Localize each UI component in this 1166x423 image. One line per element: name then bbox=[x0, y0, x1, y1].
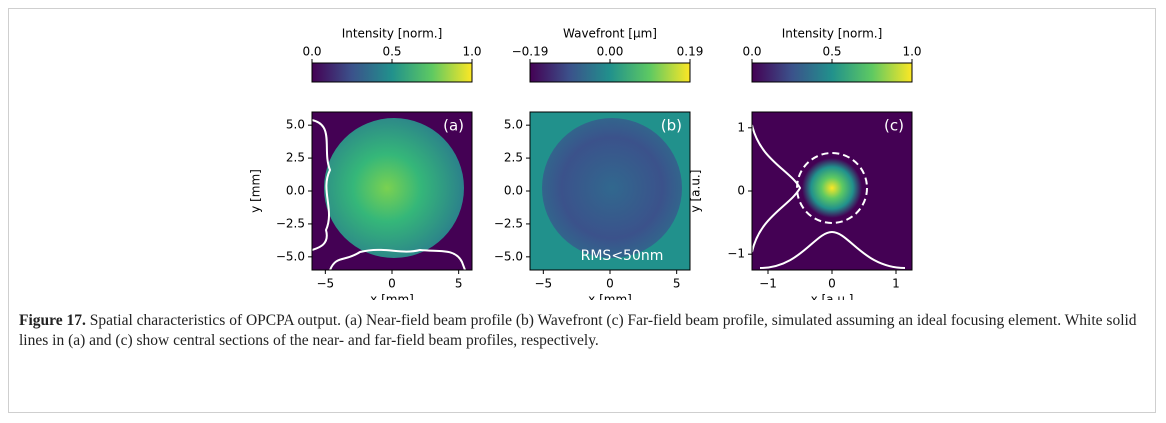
x-axis-label: x [a.u.] bbox=[811, 293, 854, 301]
colorbar bbox=[312, 63, 472, 82]
colorbar-label: Intensity [norm.] bbox=[342, 27, 443, 41]
panel-label: (b) bbox=[661, 117, 682, 135]
x-tick-label: −5 bbox=[316, 277, 334, 291]
x-tick-label: 0 bbox=[828, 277, 836, 291]
y-tick-label: 5.0 bbox=[504, 118, 523, 132]
caption-label: Figure 17. bbox=[19, 312, 86, 329]
colorbar bbox=[752, 63, 912, 82]
y-tick-label: 0.0 bbox=[504, 184, 523, 198]
x-tick-label: 5 bbox=[455, 277, 463, 291]
colorbar-tick-label: 0.0 bbox=[302, 45, 321, 59]
x-tick-label: 0 bbox=[606, 277, 614, 291]
colorbar-tick-label: 1.0 bbox=[902, 45, 921, 59]
panel-label: (a) bbox=[443, 117, 464, 135]
colorbar-tick-label: 1.0 bbox=[462, 45, 481, 59]
x-tick-label: 1 bbox=[892, 277, 900, 291]
y-tick-label: 2.5 bbox=[504, 151, 523, 165]
y-tick-label: −2.5 bbox=[494, 216, 523, 230]
y-tick-label: −2.5 bbox=[276, 216, 305, 230]
y-tick-label: 5.0 bbox=[286, 118, 305, 132]
colorbar-tick-label: −0.19 bbox=[512, 45, 549, 59]
x-tick-label: −1 bbox=[759, 277, 777, 291]
y-tick-label: 2.5 bbox=[286, 151, 305, 165]
annotation: RMS<50nm bbox=[581, 248, 664, 264]
colorbar-label: Intensity [norm.] bbox=[782, 27, 883, 41]
heatmap-a bbox=[312, 112, 472, 270]
colorbar-tick-label: 0.5 bbox=[382, 45, 401, 59]
x-axis-label: x [mm] bbox=[588, 293, 632, 301]
y-tick-label: 0.0 bbox=[286, 184, 305, 198]
x-axis-label: x [mm] bbox=[370, 293, 414, 301]
colorbar-tick-label: 0.0 bbox=[742, 45, 761, 59]
panel-label: (c) bbox=[884, 117, 904, 135]
y-tick-label: −5.0 bbox=[276, 249, 305, 263]
caption-text: Spatial characteristics of OPCPA output.… bbox=[19, 312, 1137, 349]
colorbar-tick-label: 0.19 bbox=[677, 45, 704, 59]
heatmap-b bbox=[530, 112, 690, 270]
y-tick-label: 1 bbox=[737, 120, 745, 134]
y-axis-label: y [mm] bbox=[249, 169, 263, 213]
caption: Figure 17. Spatial characteristics of OP… bbox=[19, 311, 1144, 351]
x-tick-label: 5 bbox=[673, 277, 681, 291]
figure: −5 0 5 5.0 2.5 0.0 −2.5 −5.0 x [mm] y [mm] (a) Inte… bbox=[0, 0, 1166, 300]
y-tick-label: 0 bbox=[737, 184, 745, 198]
y-tick-label: −5.0 bbox=[494, 249, 523, 263]
y-axis-label: y [a.u.] bbox=[689, 170, 703, 213]
x-tick-label: −5 bbox=[534, 277, 552, 291]
page: {"figure":{"panels":[ {"label":"(a)","co… bbox=[0, 0, 1166, 423]
colorbar-tick-label: 0.00 bbox=[597, 45, 624, 59]
colorbar-tick-label: 0.5 bbox=[822, 45, 841, 59]
y-tick-label: −1 bbox=[727, 247, 745, 261]
colorbar-label: Wavefront [µm] bbox=[563, 27, 657, 41]
x-tick-label: 0 bbox=[388, 277, 396, 291]
heatmap-c bbox=[752, 112, 912, 270]
colorbar bbox=[530, 63, 690, 82]
